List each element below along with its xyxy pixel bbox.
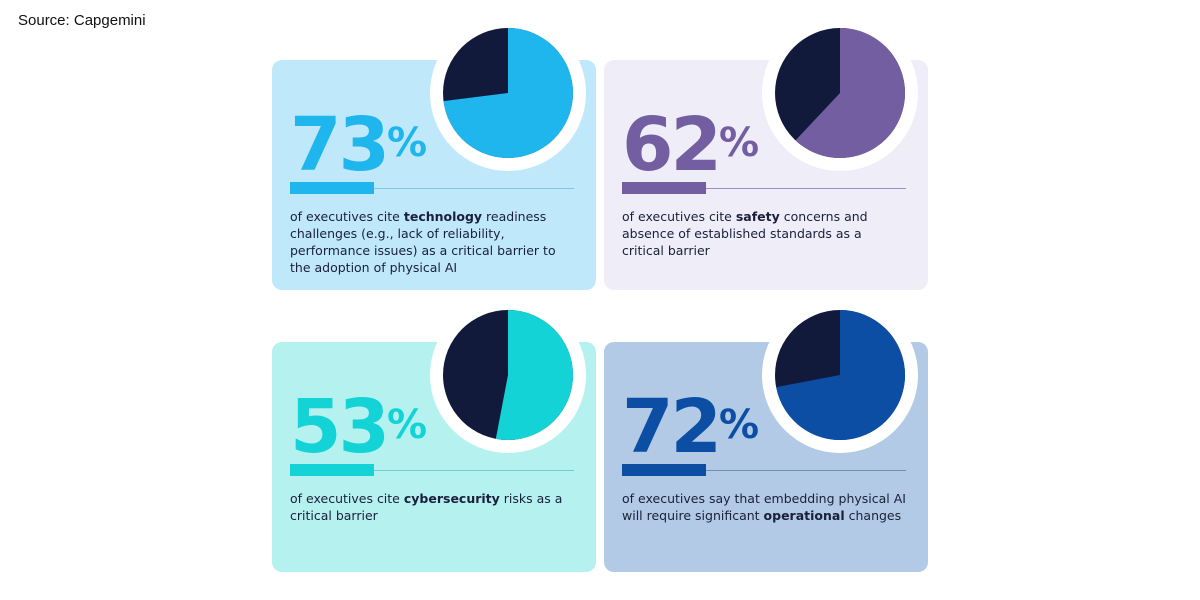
desc-text: of executives say that embedding physica… — [622, 491, 906, 523]
accent-rule — [622, 464, 706, 476]
percent-sign: % — [386, 402, 428, 448]
accent-rule — [290, 464, 374, 476]
pie-chart-technology — [430, 15, 586, 171]
desc-text: of executives cite — [290, 209, 404, 224]
stat-card-safety: 62% of executives cite safety concerns a… — [604, 15, 928, 290]
accent-rule — [290, 182, 374, 194]
accent-rule — [622, 182, 706, 194]
stat-number: 62 — [622, 102, 722, 188]
pie-slice-value — [776, 310, 905, 440]
stat-card-technology: 73% of executives cite technology readin… — [272, 15, 596, 290]
source-caption: Source: Capgemini — [18, 12, 146, 29]
stat-value-operational: 72% — [622, 390, 759, 464]
desc-text: readiness challenges (e.g., lack of reli… — [290, 209, 556, 275]
stat-description-cybersecurity: of executives cite cybersecurity risks a… — [290, 490, 575, 524]
stat-description-safety: of executives cite safety concerns and a… — [622, 208, 907, 259]
stat-number: 73 — [290, 102, 390, 188]
pie-chart-cybersecurity — [430, 297, 586, 453]
desc-text: changes — [844, 508, 902, 523]
desc-text: of executives cite — [622, 209, 736, 224]
stat-number: 72 — [622, 384, 722, 470]
pie-slice-value — [495, 310, 573, 440]
divider-rule — [374, 470, 574, 471]
desc-keyword: operational — [763, 508, 845, 523]
percent-sign: % — [386, 120, 428, 166]
desc-text: risks as a critical barrier — [290, 491, 563, 523]
desc-text: concerns and absence of established stan… — [622, 209, 868, 258]
stat-description-technology: of executives cite technology readiness … — [290, 208, 575, 276]
pie-slice-value — [443, 28, 573, 158]
pie-chart-operational — [762, 297, 918, 453]
stat-value-technology: 73% — [290, 108, 427, 182]
stat-card-operational: 72% of executives say that embedding phy… — [604, 297, 928, 572]
desc-text: of executives cite — [290, 491, 404, 506]
stat-description-operational: of executives say that embedding physica… — [622, 490, 907, 524]
stat-card-cybersecurity: 53% of executives cite cybersecurity ris… — [272, 297, 596, 572]
divider-rule — [374, 188, 574, 189]
percent-sign: % — [718, 402, 760, 448]
desc-keyword: cybersecurity — [403, 491, 500, 506]
desc-keyword: safety — [735, 209, 780, 224]
divider-rule — [706, 188, 906, 189]
percent-sign: % — [718, 120, 760, 166]
desc-keyword: technology — [403, 209, 483, 224]
stat-value-cybersecurity: 53% — [290, 390, 427, 464]
pie-slice-value — [795, 28, 905, 158]
stat-number: 53 — [290, 384, 390, 470]
pie-chart-safety — [762, 15, 918, 171]
stat-value-safety: 62% — [622, 108, 759, 182]
divider-rule — [706, 470, 906, 471]
